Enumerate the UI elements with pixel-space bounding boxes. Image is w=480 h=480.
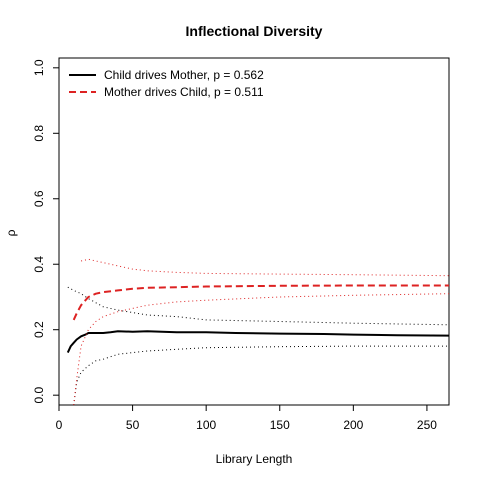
series-line-2-dotted bbox=[67, 286, 450, 326]
x-tick-label: 150 bbox=[270, 418, 290, 432]
y-axis: 0.0 0.2 0.4 0.6 0.8 1.0 bbox=[32, 59, 60, 404]
series-line-3-dotted bbox=[73, 345, 449, 406]
y-tick-label: 0.6 bbox=[32, 190, 46, 207]
y-tick-label: 0.2 bbox=[32, 321, 46, 338]
y-tick-label: 1.0 bbox=[32, 59, 46, 76]
legend-label: Child drives Mother, p = 0.562 bbox=[104, 68, 264, 82]
chart-title: Inflectional Diversity bbox=[186, 23, 323, 39]
series-layer bbox=[66, 258, 450, 406]
y-tick-label: 0.4 bbox=[32, 256, 46, 273]
x-tick-label: 250 bbox=[417, 418, 437, 432]
y-tick-label: 0.8 bbox=[32, 125, 46, 142]
legend: Child drives Mother, p = 0.562 Mother dri… bbox=[69, 68, 264, 99]
legend-label: Mother drives Child, p = 0.511 bbox=[104, 85, 264, 99]
x-tick-label: 200 bbox=[343, 418, 363, 432]
series-line-4-dashed bbox=[72, 284, 449, 321]
series-line-5-dotted bbox=[80, 258, 450, 277]
x-axis: 0 50 100 150 200 250 bbox=[56, 404, 437, 432]
x-axis-label: Library Length bbox=[216, 452, 293, 466]
plot-frame bbox=[58, 57, 450, 406]
series-line-1-solid bbox=[66, 330, 450, 354]
series-line-6-dotted bbox=[73, 293, 450, 406]
y-tick-label: 0.0 bbox=[32, 387, 46, 404]
y-axis-label: ρ bbox=[4, 229, 18, 236]
x-tick-label: 0 bbox=[56, 418, 63, 432]
x-tick-label: 100 bbox=[196, 418, 216, 432]
x-tick-label: 50 bbox=[126, 418, 140, 432]
